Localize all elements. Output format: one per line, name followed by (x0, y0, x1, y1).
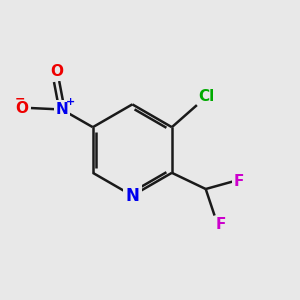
Text: F: F (215, 217, 226, 232)
Text: +: + (65, 97, 75, 107)
Text: N: N (56, 102, 68, 117)
Text: −: − (14, 93, 25, 106)
Text: F: F (234, 174, 244, 189)
Text: N: N (125, 187, 139, 205)
Text: Cl: Cl (198, 88, 214, 104)
Text: O: O (50, 64, 63, 79)
Text: O: O (16, 100, 28, 116)
